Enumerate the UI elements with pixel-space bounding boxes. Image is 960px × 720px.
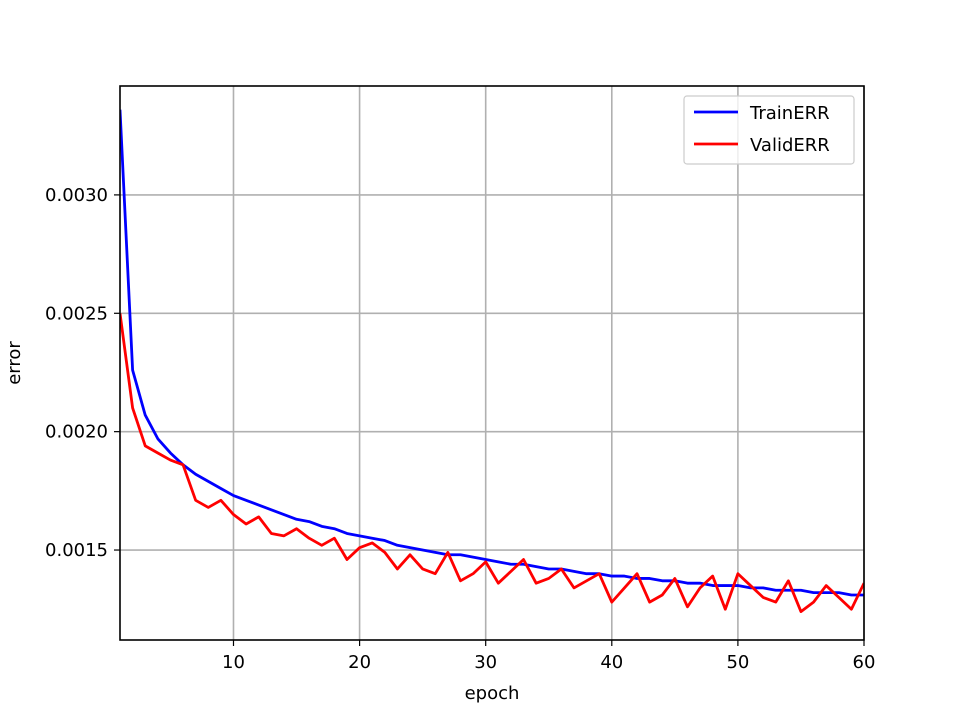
y-tick-label: 0.0025 — [45, 303, 108, 324]
y-axis-label: error — [4, 341, 25, 385]
x-tick-label: 40 — [600, 652, 623, 673]
series-line-validerr — [120, 313, 864, 613]
y-tick-label: 0.0030 — [45, 185, 108, 206]
x-tick-label: 30 — [474, 652, 497, 673]
x-tick-label: 20 — [348, 652, 371, 673]
legend-label-validerr: ValidERR — [750, 135, 830, 156]
ticks: 10 20 30 40 50 60 0.0015 0.0020 0.0025 0.0030 — [45, 185, 875, 673]
legend: TrainERR ValidERR — [683, 95, 855, 165]
x-tick-label: 50 — [726, 652, 749, 673]
y-tick-label: 0.0020 — [45, 422, 108, 443]
series-line-trainerr — [120, 109, 864, 597]
plot-frame — [119, 85, 865, 641]
legend-label-trainerr: TrainERR — [749, 103, 830, 124]
x-tick-label: 10 — [222, 652, 245, 673]
x-tick-label: 60 — [853, 652, 876, 673]
x-axis-label: epoch — [465, 683, 520, 704]
y-tick-label: 0.0015 — [45, 540, 108, 561]
series-layer — [120, 109, 864, 613]
plot-background — [120, 86, 864, 640]
